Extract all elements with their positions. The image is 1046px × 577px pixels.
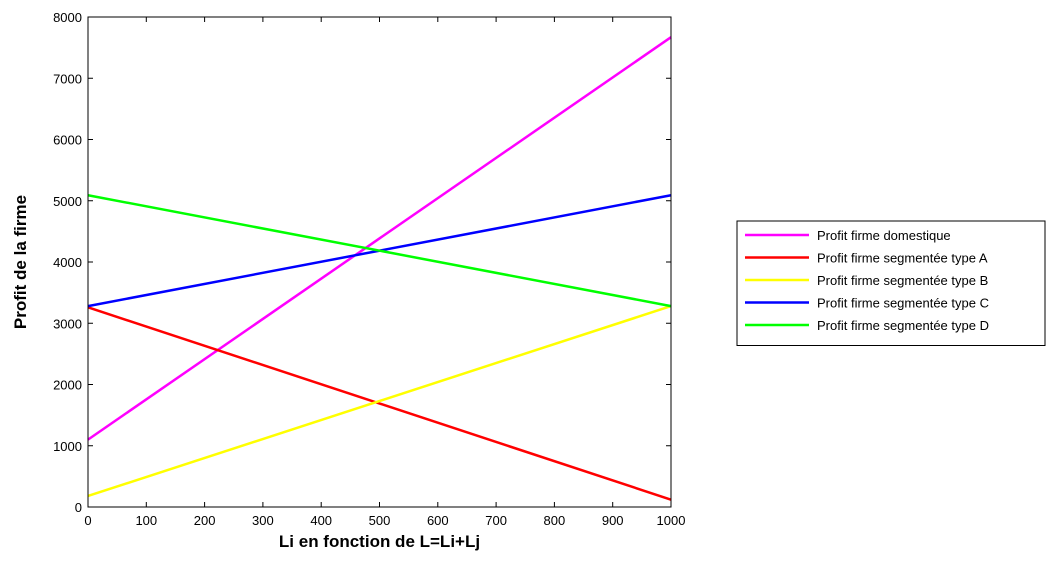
x-tick-label: 500 — [369, 513, 391, 528]
legend-label: Profit firme segmentée type D — [817, 318, 989, 333]
legend-label: Profit firme segmentée type B — [817, 273, 988, 288]
legend: Profit firme domestique Profit firme segm… — [736, 220, 1046, 346]
y-tick-label: 3000 — [53, 316, 82, 331]
x-tick-label: 100 — [135, 513, 157, 528]
x-tick-label: 1000 — [657, 513, 686, 528]
legend-label: Profit firme segmentée type A — [817, 251, 988, 266]
x-tick-label: 0 — [84, 513, 91, 528]
x-tick-label: 400 — [310, 513, 332, 528]
y-axis-label: Profit de la firme — [11, 195, 30, 329]
series-line-3 — [87, 304, 672, 498]
x-tick-label: 900 — [602, 513, 624, 528]
axis-ticks: 0 100 200 300 400 500 600 700 800 900 1000 0 1000 200… — [53, 10, 685, 528]
x-tick-label: 600 — [427, 513, 449, 528]
series-line-2 — [87, 306, 672, 501]
series-lines — [87, 36, 672, 501]
x-tick-label: 200 — [194, 513, 216, 528]
x-tick-label: 800 — [544, 513, 566, 528]
x-tick-label: 300 — [252, 513, 274, 528]
y-tick-label: 4000 — [53, 255, 82, 270]
x-tick-label: 700 — [485, 513, 507, 528]
x-axis-label: Li en fonction de L=Li+Lj — [279, 532, 480, 551]
legend-label: Profit firme domestique — [817, 228, 951, 243]
y-tick-label: 7000 — [53, 71, 82, 86]
y-tick-label: 2000 — [53, 378, 82, 393]
y-tick-label: 6000 — [53, 133, 82, 148]
series-line-1 — [87, 36, 672, 441]
y-tick-label: 5000 — [53, 194, 82, 209]
series-line-5 — [87, 194, 672, 308]
y-tick-label: 0 — [75, 500, 82, 515]
y-tick-label: 8000 — [53, 10, 82, 25]
y-tick-label: 1000 — [53, 439, 82, 454]
legend-label: Profit firme segmentée type C — [817, 296, 989, 311]
plot-area-frame — [87, 16, 672, 508]
